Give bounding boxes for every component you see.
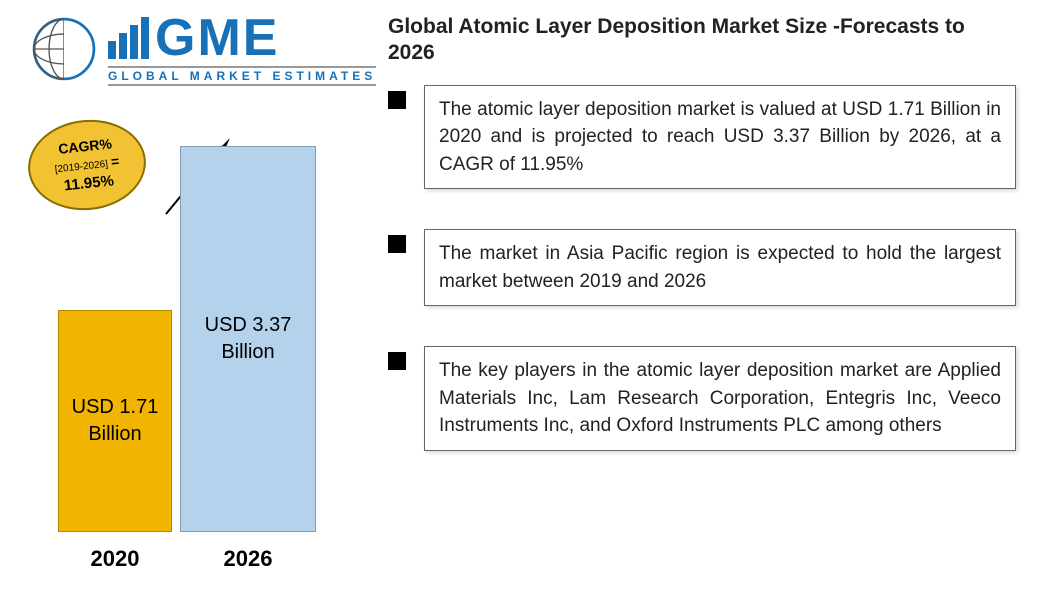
bullet-square-icon — [388, 235, 406, 253]
bar-2026: USD 3.37 Billion — [180, 146, 316, 532]
bullet-row-1: The market in Asia Pacific region is exp… — [388, 229, 1016, 306]
logo-bars-icon — [108, 17, 149, 59]
right-column: Global Atomic Layer Deposition Market Si… — [388, 14, 1016, 451]
bullet-row-0: The atomic layer deposition market is va… — [388, 85, 1016, 190]
logo-subtitle: GLOBAL MARKET ESTIMATES — [108, 66, 376, 86]
bullet-square-icon — [388, 352, 406, 370]
infographic-container: GME GLOBAL MARKET ESTIMATES CAGR% [2019-… — [0, 0, 1042, 599]
x-label-1: 2026 — [180, 546, 316, 572]
logo: GME GLOBAL MARKET ESTIMATES — [30, 12, 376, 86]
logo-globe-icon — [30, 15, 98, 83]
bar-2020: USD 1.71 Billion — [58, 310, 172, 532]
info-box-1: The market in Asia Pacific region is exp… — [424, 229, 1016, 306]
bullet-square-icon — [388, 91, 406, 109]
logo-text: GME GLOBAL MARKET ESTIMATES — [108, 12, 376, 86]
logo-name: GME — [155, 12, 279, 64]
info-box-2: The key players in the atomic layer depo… — [424, 346, 1016, 451]
bars-row: USD 1.71 Billion USD 3.37 Billion — [58, 146, 316, 532]
chart-area: CAGR% [2019-2026] = 11.95% USD 1.71 Bill… — [28, 120, 368, 580]
page-title: Global Atomic Layer Deposition Market Si… — [388, 14, 1016, 67]
logo-main-text: GME — [108, 12, 376, 64]
info-box-0: The atomic layer deposition market is va… — [424, 85, 1016, 190]
x-label-0: 2020 — [58, 546, 172, 572]
x-axis-labels: 2020 2026 — [58, 546, 316, 572]
bullet-row-2: The key players in the atomic layer depo… — [388, 346, 1016, 451]
